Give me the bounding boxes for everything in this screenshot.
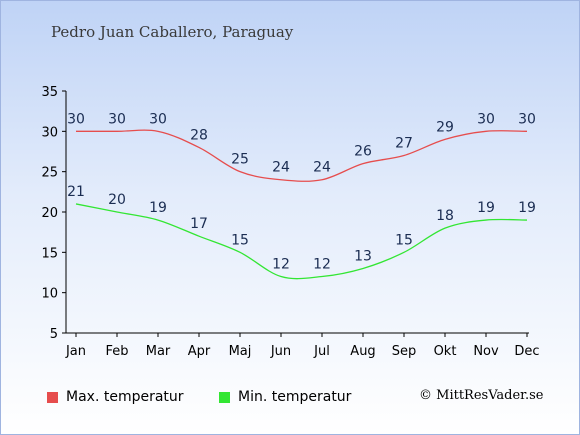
max-temp-label: 30 — [518, 111, 536, 127]
min-temp-label: 12 — [272, 257, 290, 273]
y-tick-label: 15 — [41, 246, 58, 261]
y-tick-label: 30 — [41, 125, 58, 140]
x-tick-label: Aug — [350, 344, 375, 359]
legend-min: Min. temperatur — [219, 389, 351, 405]
x-tick-label: Apr — [188, 344, 211, 359]
min-temp-line — [75, 203, 528, 280]
min-temp-label: 19 — [518, 200, 536, 216]
min-temp-label: 21 — [67, 184, 85, 200]
x-tick-label: Jun — [270, 344, 291, 359]
min-temp-label: 15 — [231, 232, 249, 248]
y-tick-label: 20 — [41, 206, 58, 221]
max-temp-label: 30 — [108, 111, 126, 127]
x-tick-label: Sep — [392, 344, 417, 359]
x-tick-label: Maj — [229, 344, 252, 359]
min-temp-label: 17 — [190, 216, 208, 232]
y-tick-label: 25 — [41, 166, 58, 181]
x-tick-label: Jul — [313, 344, 330, 359]
min-temp-label: 15 — [395, 232, 413, 248]
legend-max: Max. temperatur — [47, 389, 184, 405]
min-temp-label: 13 — [354, 248, 372, 264]
legend-min-label: Min. temperatur — [238, 389, 352, 405]
min-temp-label: 20 — [108, 192, 126, 208]
y-tick-label: 35 — [41, 85, 58, 100]
legend-max-swatch — [47, 391, 58, 403]
credit-text: © MittResVader.se — [419, 388, 544, 403]
legend-min-swatch — [219, 391, 230, 403]
x-tick-label: Feb — [105, 344, 128, 359]
max-temp-label: 27 — [395, 136, 413, 152]
min-temp-label: 18 — [436, 208, 454, 224]
min-temp-label: 12 — [313, 257, 331, 273]
max-temp-label: 30 — [149, 111, 167, 127]
min-temp-label: 19 — [477, 200, 495, 216]
max-temp-label: 25 — [231, 152, 249, 168]
x-tick-label: Nov — [473, 344, 499, 359]
max-temp-label: 24 — [313, 160, 331, 176]
legend-max-label: Max. temperatur — [66, 389, 184, 405]
max-temp-label: 30 — [67, 111, 85, 127]
y-tick-label: 5 — [50, 327, 58, 342]
x-tick-label: Mar — [146, 344, 171, 359]
max-temp-label: 28 — [190, 127, 208, 143]
min-temp-label: 19 — [149, 200, 167, 216]
x-tick-label: Dec — [514, 344, 539, 359]
max-temp-label: 24 — [272, 160, 290, 176]
chart-title: Pedro Juan Caballero, Paraguay — [51, 23, 294, 41]
y-tick-label: 10 — [41, 287, 58, 302]
max-temp-label: 29 — [436, 119, 454, 135]
max-temp-line — [76, 129, 528, 182]
max-temp-label: 26 — [354, 144, 372, 160]
max-temp-label: 30 — [477, 111, 495, 127]
x-tick-label: Jan — [65, 344, 86, 359]
x-tick-label: Okt — [434, 344, 457, 359]
